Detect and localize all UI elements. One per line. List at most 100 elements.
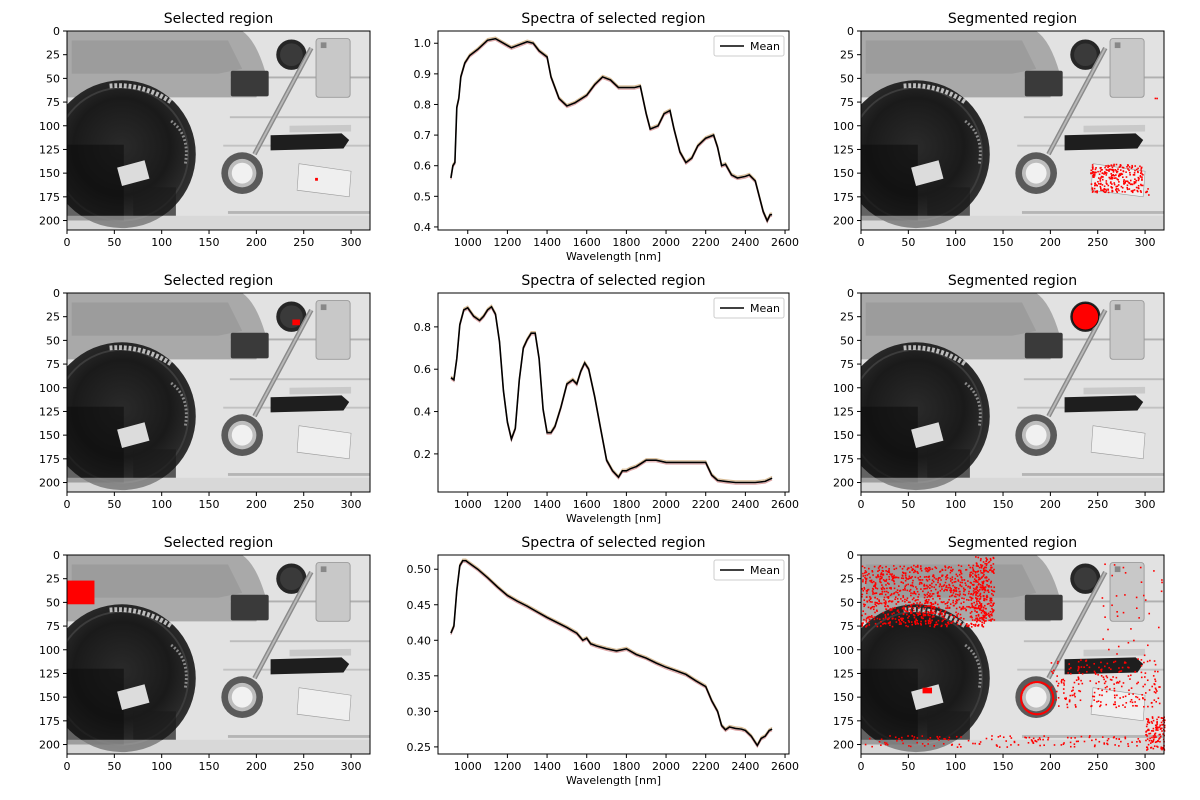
- segmented-region-panel-3-segment-pixel: [866, 589, 869, 591]
- segmented-region-panel-3-segment-pixel: [931, 616, 934, 618]
- segmented-region-panel-3-segment-pixel: [955, 598, 958, 601]
- segmented-region-panel-3-segment-pixel: [902, 620, 905, 623]
- segmented-region-panel-3-segment-pixel: [967, 599, 970, 601]
- segmented-region-panel-3-segment-pixel: [1078, 672, 1081, 674]
- segmented-region-panel-3-segment-pixel: [952, 592, 955, 594]
- spectra-panel-1-xtick-label: 1000: [454, 236, 482, 249]
- segmented-region-panel-3-segment-pixel: [907, 625, 909, 628]
- segmented-region-panel-3-segment-pixel: [1041, 681, 1044, 684]
- segmented-region-panel-3-segment-pixel: [1159, 728, 1162, 730]
- selected-region-panel-2-ytick-label: 50: [46, 334, 60, 347]
- segmented-region-panel-3-segment-pixel: [863, 599, 866, 601]
- segmented-region-panel-1-segment-pixel: [1101, 176, 1104, 178]
- segmented-region-panel-3-segment-pixel: [1075, 740, 1078, 743]
- segmented-region-panel-3-segment-pixel: [918, 613, 921, 615]
- segmented-region-panel-3-segment-pixel: [972, 590, 975, 592]
- segmented-region-panel-3-segment-pixel: [988, 578, 990, 581]
- segmented-region-panel-3-segment-pixel: [1023, 706, 1026, 709]
- segmented-region-panel-3-segment-pixel: [916, 602, 918, 604]
- segmented-region-panel-3-segment-pixel: [886, 596, 889, 598]
- segmented-region-panel-3-segment-pixel: [1154, 670, 1156, 673]
- segmented-region-panel-3-segment-pixel: [874, 582, 877, 584]
- segmented-region-panel-3-segment-pixel: [941, 620, 944, 623]
- segmented-region-panel-3-segment-pixel: [954, 595, 957, 598]
- segmented-region-panel-2-segment-disk: [1071, 302, 1100, 331]
- segmented-region-panel-3-segment-pixel: [924, 605, 926, 608]
- segmented-region-panel-1-segment-pixel: [1122, 167, 1125, 169]
- segmented-region-panel-3-segment-pixel: [881, 584, 883, 586]
- segmented-region-panel-1-segment-pixel: [1111, 183, 1113, 185]
- segmented-region-panel-3-segment-pixel: [861, 614, 863, 617]
- segmented-region-panel-2-title: Segmented region: [948, 273, 1077, 289]
- selected-region-panel-1-title: Selected region: [164, 11, 273, 27]
- segmented-region-panel-3-segment-pixel: [874, 611, 876, 614]
- segmented-region-panel-3-segment-pixel: [933, 576, 936, 579]
- segmented-region-panel-3-xtick-label: 0: [858, 760, 865, 773]
- segmented-region-panel-3-segment-pixel: [1098, 740, 1101, 743]
- spectra-panel-2-series-mean: [450, 305, 773, 484]
- segmented-region-panel-3-segment-pixel: [925, 578, 928, 581]
- segmented-region-panel-3-segment-pixel: [893, 568, 896, 571]
- selected-region-panel-1-ytick-label: 75: [46, 96, 60, 109]
- segmented-region-panel-3-segment-pixel: [992, 556, 995, 559]
- segmented-region-panel-3-segment-pixel: [1151, 722, 1154, 724]
- segmented-region-panel-1-segment-pixel: [1097, 180, 1099, 183]
- segmented-region-panel-1-segment-pixel: [1156, 97, 1158, 100]
- segmented-region-panel-3-segment-pixel: [983, 604, 986, 607]
- segmented-region-panel-3-segment-pixel: [984, 598, 986, 600]
- segmented-region-panel-1-segment-pixel: [1091, 187, 1094, 189]
- segmented-region-panel-3-segment-pixel: [898, 737, 900, 740]
- segmented-region-panel-3-segment-pixel: [983, 571, 985, 573]
- segmented-region-panel-3-segment-pixel: [870, 579, 873, 582]
- segmented-region-panel-3-segment-pixel: [883, 622, 886, 625]
- segmented-region-panel-1-segment-pixel: [1110, 181, 1112, 183]
- segmented-region-panel-3-segment-pixel: [866, 624, 868, 627]
- segmented-region-panel-3-segment-pixel: [982, 614, 985, 617]
- segmented-region-panel-3-segment-pixel: [915, 566, 917, 568]
- segmented-region-panel-3-segment-pixel: [1069, 672, 1072, 675]
- segmented-region-panel-3-segment-pixel: [974, 607, 977, 610]
- segmented-region-panel-3-segment-pixel: [990, 601, 992, 604]
- segmented-region-panel-3-segment-pixel: [950, 622, 952, 624]
- segmented-region-panel-3-segment-pixel: [873, 580, 875, 583]
- segmented-region-panel-3-segment-pixel: [1013, 741, 1016, 744]
- segmented-region-panel-3-segment-pixel: [871, 605, 874, 608]
- segmented-region-panel-3-segment-pixel: [1144, 698, 1146, 701]
- segmented-region-panel-3-segment-pixel: [1080, 735, 1083, 738]
- segmented-region-panel-3-segment-pixel: [978, 600, 980, 603]
- segmented-region-panel-2-frame: [860, 292, 1165, 493]
- segmented-region-panel-3-segment-pixel: [937, 577, 940, 579]
- segmented-region-panel-3-segment-pixel: [904, 609, 906, 612]
- segmented-region-panel-3-segment-pixel: [955, 602, 958, 604]
- segmented-region-panel-3-segment-pixel: [1160, 747, 1162, 750]
- spectra-panel-2-plot-area: [437, 292, 790, 493]
- segmented-region-panel-3-segment-pixel: [954, 602, 957, 605]
- segmented-region-panel-3-segment-pixel: [1093, 699, 1095, 701]
- segmented-region-panel-3-ytick-label: 25: [840, 573, 854, 586]
- segmented-region-panel-3-segment-pixel: [1089, 735, 1091, 737]
- segmented-region-panel-3-segment-pixel: [904, 589, 906, 591]
- segmented-region-panel-3-segment-pixel: [981, 623, 983, 626]
- selected-region-panel-2-ytick-label: 0: [53, 287, 60, 300]
- segmented-region-panel-3-segment-pixel: [925, 584, 928, 587]
- segmented-region-panel-3-segment-pixel: [919, 601, 921, 604]
- segmented-region-panel-3-segment-pixel: [1153, 699, 1156, 701]
- segmented-region-panel-3-segment-pixel: [880, 602, 883, 605]
- segmented-region-panel-3-segment-pixel: [982, 580, 985, 583]
- segmented-region-panel-3-segment-pixel: [975, 594, 977, 597]
- segmented-region-panel-1-segment-pixel: [1131, 166, 1134, 168]
- segmented-region-panel-3-segment-pixel: [945, 586, 947, 589]
- segmented-region-panel-3-segment-pixel: [970, 597, 973, 600]
- segmented-region-panel-3-segment-pixel: [870, 597, 872, 600]
- segmented-region-panel-1-segment-pixel: [1140, 183, 1142, 186]
- segmented-region-panel-1-segment-pixel: [1140, 166, 1143, 169]
- segmented-region-panel-3-segment-pixel: [905, 624, 907, 627]
- segmented-region-panel-3-segment-pixel: [951, 570, 953, 572]
- segmented-region-panel-1-segment-pixel: [1140, 184, 1143, 187]
- segmented-region-panel-3-segment-pixel: [945, 589, 948, 591]
- segmented-region-panel-3-segment-pixel: [955, 587, 958, 589]
- segmented-region-panel-3-segment-pixel: [980, 586, 982, 589]
- segmented-region-panel-3-segment-pixel: [865, 578, 867, 580]
- segmented-region-panel-3-segment-pixel: [1073, 692, 1076, 695]
- segmented-region-panel-3-segment-pixel: [952, 599, 955, 602]
